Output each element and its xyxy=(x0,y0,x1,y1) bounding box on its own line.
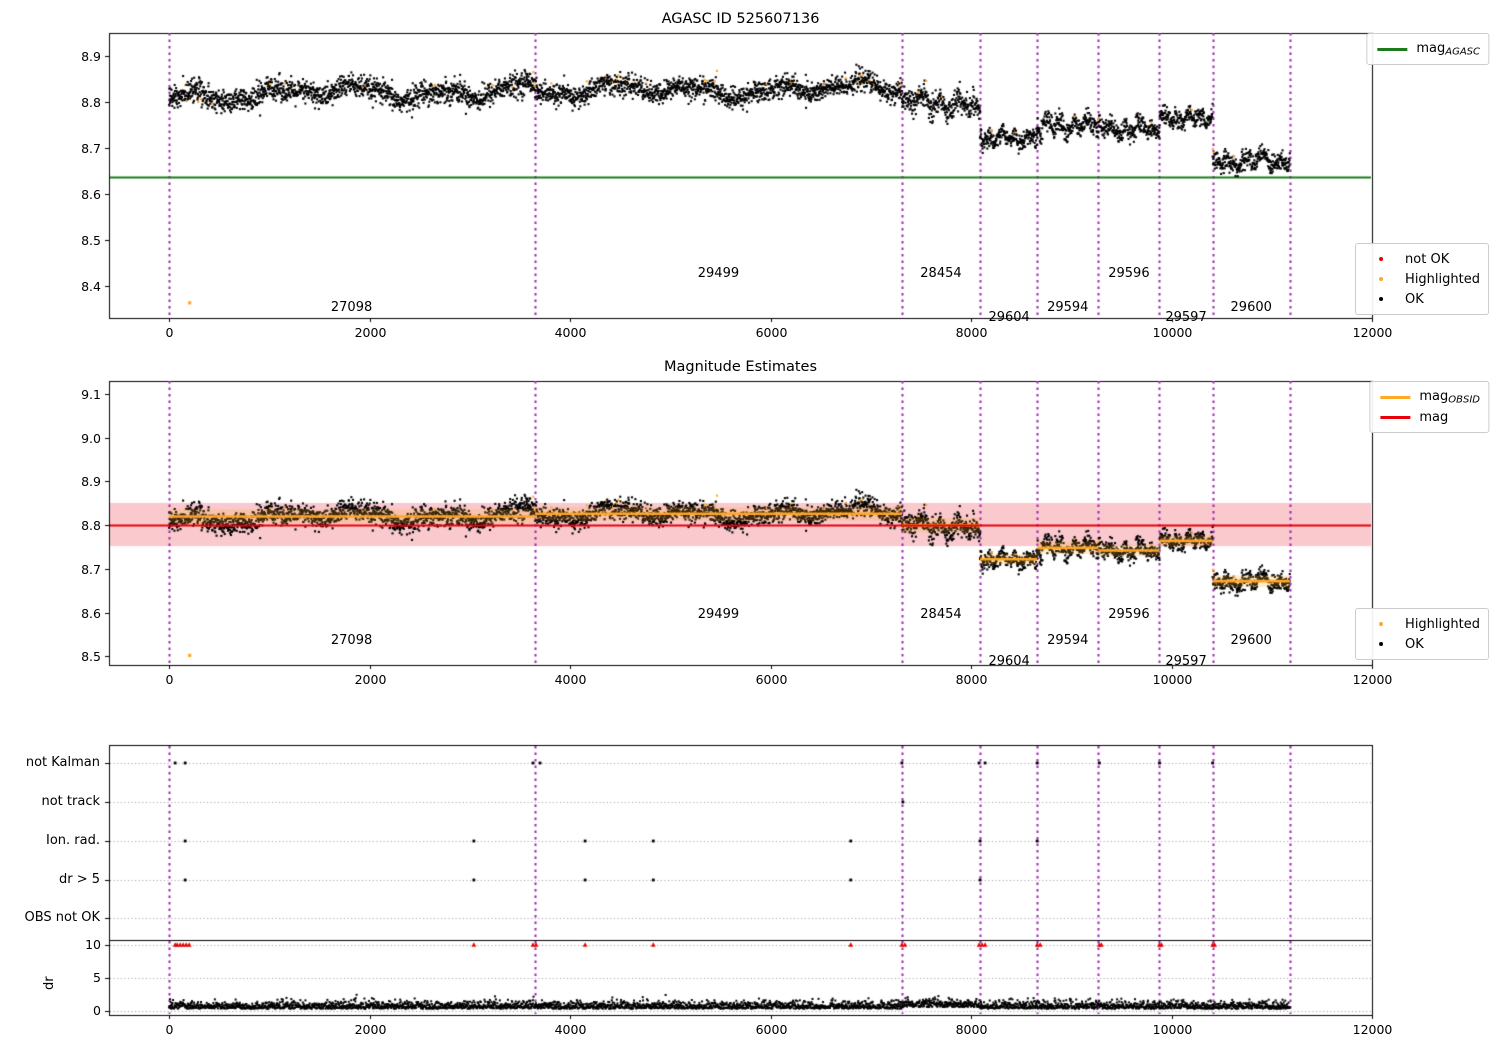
plot-canvas xyxy=(0,0,1500,1050)
figure-root: 0 2000 4000 6000 8000 10000 12000 8.4 8.5 8.6 8.7 8… xyxy=(0,0,1500,1050)
